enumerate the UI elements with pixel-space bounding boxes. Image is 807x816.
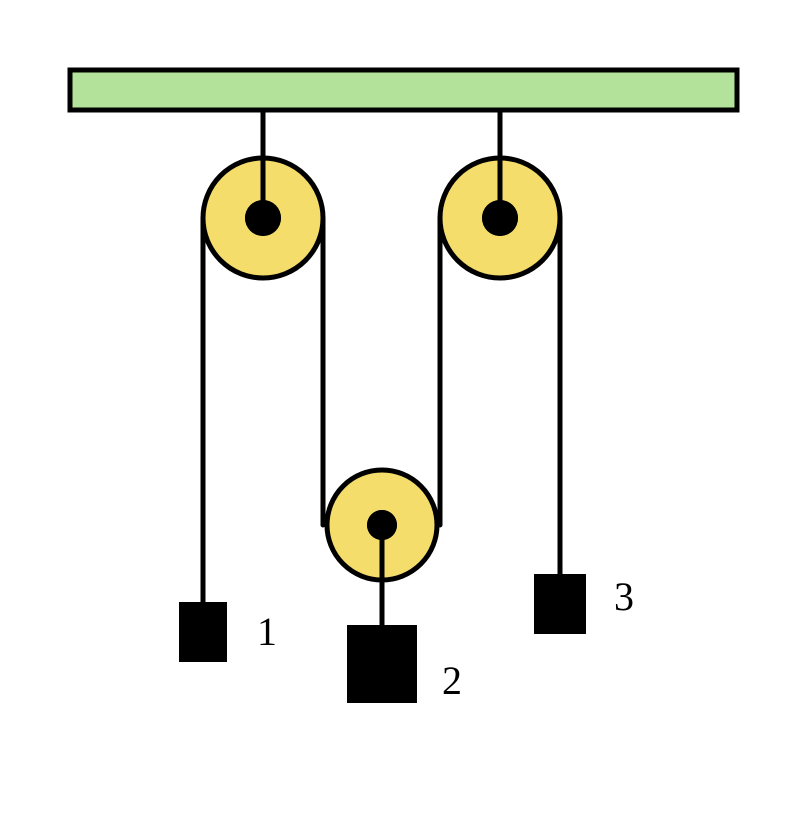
pulley-right-axle-top [482,200,518,236]
weight-1 [179,602,227,662]
weight-3-label: 3 [614,574,634,619]
ceiling-bar [70,70,737,110]
pulley-movable-axle-top [367,510,397,540]
weight-1-label: 1 [257,609,277,654]
weight-2 [347,625,417,703]
pulley-diagram: 1 2 3 [0,0,807,816]
pulley-left-axle-top [245,200,281,236]
weight-2-label: 2 [442,658,462,703]
weight-3 [534,574,586,634]
